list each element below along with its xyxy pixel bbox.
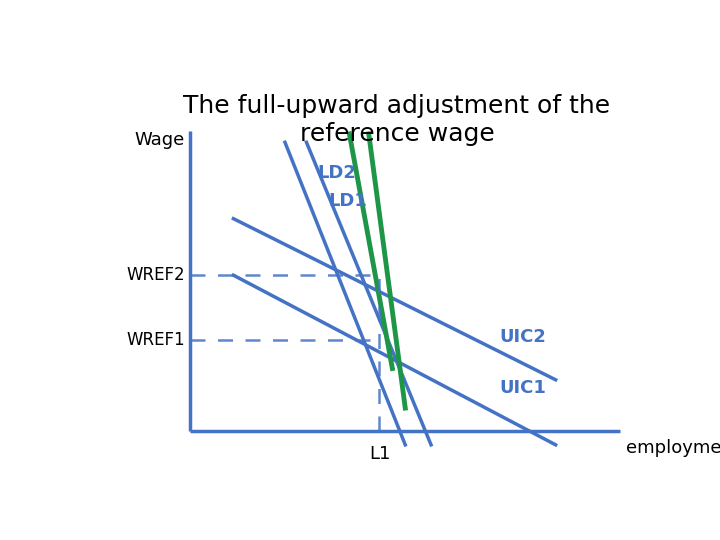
Text: L1: L1 xyxy=(369,446,390,463)
Text: Wage: Wage xyxy=(135,131,185,149)
Text: LD2: LD2 xyxy=(318,164,356,182)
Text: WREF1: WREF1 xyxy=(126,331,185,349)
Text: UIC2: UIC2 xyxy=(500,328,546,346)
Text: LD1: LD1 xyxy=(328,192,366,210)
Text: employment: employment xyxy=(626,439,720,457)
Text: The full-upward adjustment of the
reference wage: The full-upward adjustment of the refere… xyxy=(184,94,611,146)
Text: WREF2: WREF2 xyxy=(126,266,185,284)
Text: UIC1: UIC1 xyxy=(500,379,546,397)
